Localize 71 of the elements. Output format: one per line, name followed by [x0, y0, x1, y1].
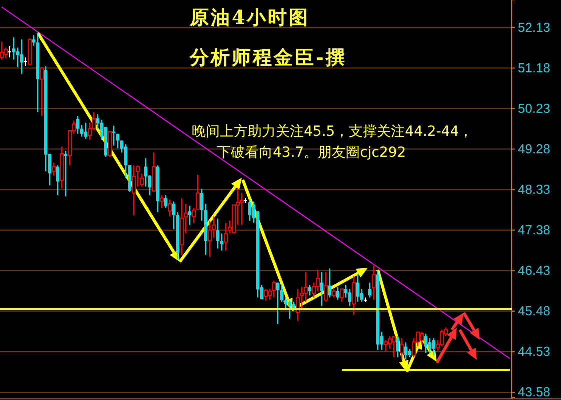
chart-title: 原油4小时图 [189, 7, 310, 29]
candlestick [392, 336, 396, 358]
annotation: 晚间上方助力关注45.5，支撑关注44.2-44， [192, 124, 474, 140]
candlestick [144, 158, 148, 188]
text: 分析师程金臣-撰 [189, 47, 347, 69]
candlestick [320, 272, 324, 307]
candlestick [40, 66, 44, 117]
candlestick [240, 192, 244, 226]
candlestick [440, 329, 444, 348]
y-tick-label: 43.58 [518, 384, 551, 400]
candlestick [200, 188, 204, 222]
y-tick-label: 50.23 [518, 100, 551, 116]
candlestick [160, 194, 164, 209]
y-tick-label: 49.28 [518, 141, 551, 156]
candlestick [64, 150, 68, 198]
annotation: 下破看向43.7。朋友圈cjc292 [217, 145, 406, 161]
candlestick [284, 297, 288, 309]
candlestick [76, 116, 80, 134]
candlestick [20, 39, 24, 75]
y-tick-label: 45.48 [518, 304, 551, 319]
candlestick [352, 276, 356, 316]
candlestick [108, 131, 112, 158]
candlestick [208, 220, 212, 258]
candlestick [224, 222, 228, 252]
candlestick [336, 286, 340, 300]
candlestick [220, 233, 224, 252]
candlestick [340, 288, 344, 303]
candlestick [124, 144, 128, 179]
candlestick [12, 37, 16, 60]
candlestick [368, 282, 372, 298]
candlestick [420, 331, 424, 346]
candlestick [396, 336, 400, 358]
candlestick [348, 288, 352, 307]
y-tick-label: 51.18 [518, 60, 551, 76]
candlestick [328, 268, 332, 298]
candlestick [80, 124, 84, 138]
y-tick-label: 52.13 [518, 20, 551, 35]
candlestick [84, 122, 88, 140]
candlestick [404, 342, 408, 360]
candlestick [216, 218, 220, 250]
candlestick [288, 299, 292, 320]
y-tick-label: 44.53 [518, 344, 551, 360]
candlestick [52, 162, 56, 176]
y-tick-label: 47.38 [518, 222, 551, 238]
candlestick [264, 288, 268, 302]
candlestick [172, 201, 176, 230]
candlestick [308, 284, 312, 296]
candlestick [280, 284, 284, 303]
candlestick [424, 334, 428, 354]
candlestick [16, 47, 20, 68]
candlestick [248, 199, 252, 222]
candlestick [344, 284, 348, 298]
candlestick [372, 265, 376, 300]
candlestick [356, 274, 360, 303]
candlestick [168, 199, 172, 218]
candlestick [428, 338, 432, 354]
candlestick [132, 165, 136, 216]
candlestick [432, 338, 436, 356]
candlestick [324, 272, 328, 303]
candlestick [272, 280, 276, 298]
y-tick-label: 48.33 [518, 182, 551, 197]
candlestick [384, 340, 388, 352]
candlestick [8, 46, 12, 58]
candlestick [32, 34, 36, 47]
candlestick [276, 282, 280, 325]
candlestick [188, 206, 192, 226]
candlestick [116, 133, 120, 149]
candlestick [400, 338, 404, 360]
candlestick [56, 165, 60, 196]
candlestick [164, 194, 168, 209]
y-tick-label: 46.43 [518, 263, 551, 278]
